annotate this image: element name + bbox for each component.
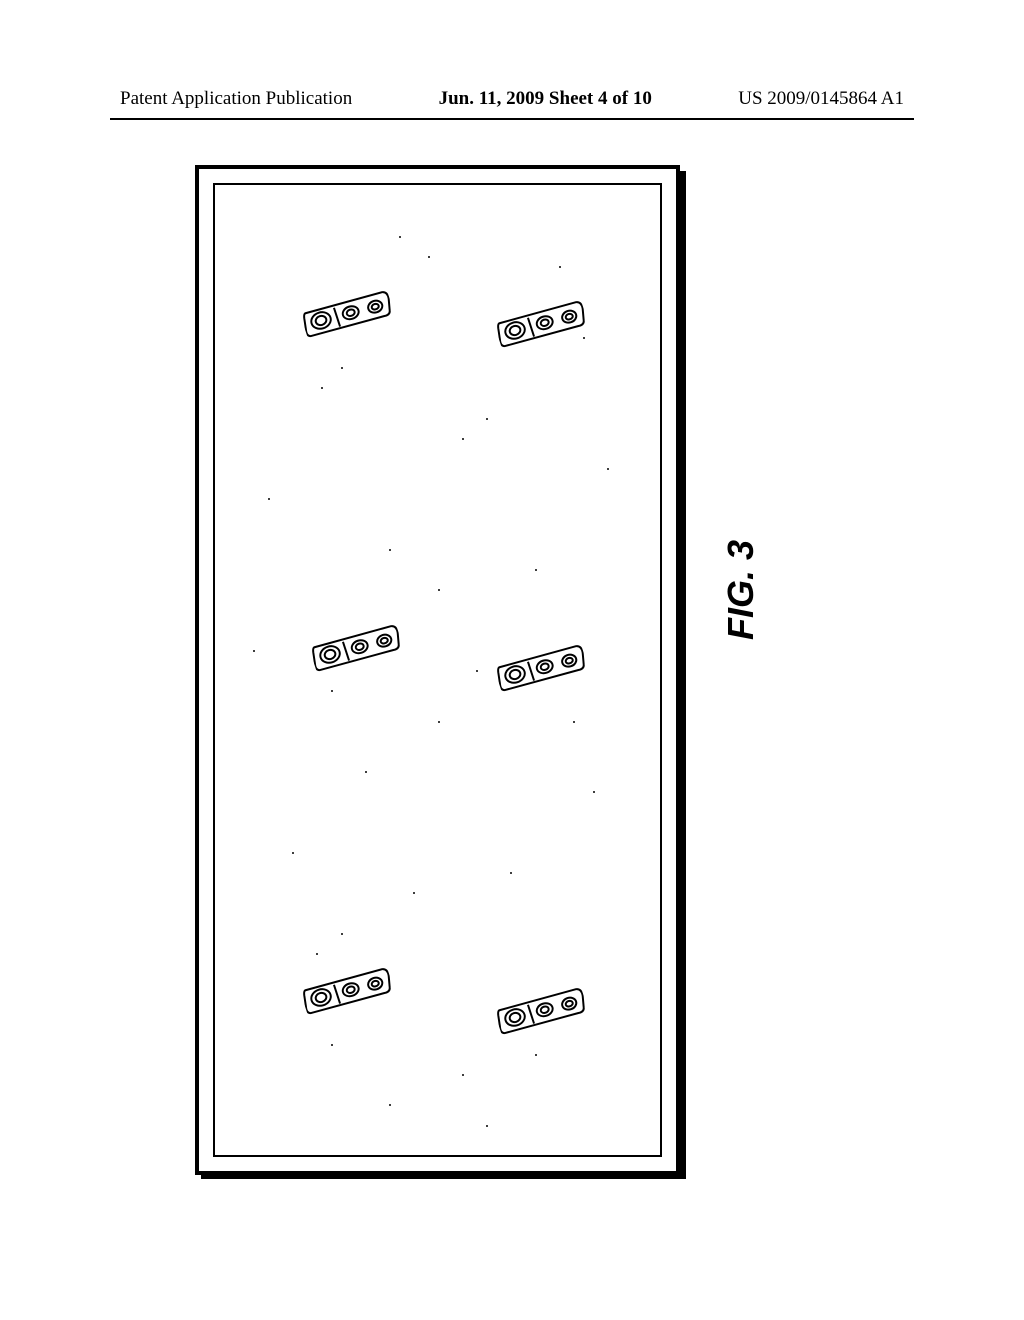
speckle-dot [535,1054,537,1056]
speckle-dot [389,549,391,551]
header-center: Jun. 11, 2009 Sheet 4 of 10 [439,88,652,110]
speckle-dot [593,791,595,793]
figure-label: FIG. 3 [720,540,762,640]
header-left: Patent Application Publication [120,88,352,110]
frame-shadow-right [680,171,686,1179]
speckle-dot [462,1074,464,1076]
speckle-dot [438,589,440,591]
speckle-dot [331,1044,333,1046]
speckle-dot [559,266,561,268]
speckle-dot [462,438,464,440]
speckle-dot [365,771,367,773]
inner-frame [213,183,662,1157]
figure-panel [195,165,680,1175]
speckle-dot [292,852,294,854]
speckle-dot [486,418,488,420]
header-right: US 2009/0145864 A1 [738,88,904,110]
speckle-dot [428,256,430,258]
speckle-dot [535,569,537,571]
speckle-dot [341,933,343,935]
frame-shadow-bottom [201,1175,686,1179]
speckle-dot [438,721,440,723]
speckle-dot [583,337,585,339]
speckle-dot [341,367,343,369]
header-rule [110,118,914,120]
speckle-dot [399,236,401,238]
speckle-dot [486,1125,488,1127]
page-header: Patent Application Publication Jun. 11, … [120,88,904,110]
